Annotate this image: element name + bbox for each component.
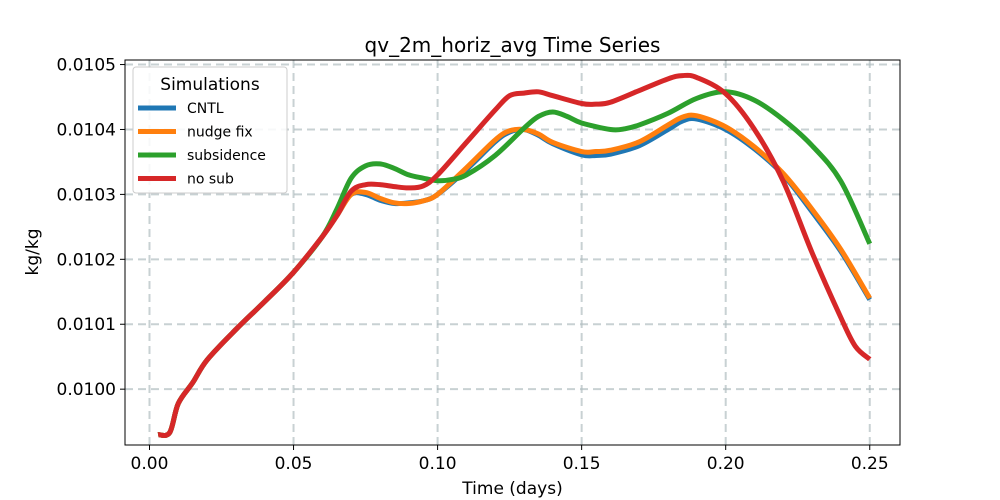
series-line-no-sub <box>157 72 872 438</box>
x-tick-label: 0.05 <box>275 454 313 474</box>
y-tick-label: 0.0101 <box>57 315 116 335</box>
x-tick-label: 0.15 <box>563 454 601 474</box>
y-tick-label: 0.0103 <box>57 185 116 205</box>
legend-items: CNTL nudge fix subsidence no sub <box>138 101 266 188</box>
legend: Simulations CNTL nudge fix subsidence no su… <box>132 66 288 194</box>
legend-label-cntl: CNTL <box>187 101 224 117</box>
y-tick-label: 0.0100 <box>57 380 116 400</box>
y-tick-label: 0.0102 <box>57 250 116 270</box>
axis-ticks: 0.00 0.05 0.10 0.15 0.20 0.25 0.0100 0.0101 0.01… <box>57 56 889 474</box>
x-tick-label: 0.25 <box>851 454 889 474</box>
plot-frame <box>124 59 901 446</box>
x-tick-label: 0.10 <box>419 454 457 474</box>
x-tick-label: 0.00 <box>131 454 169 474</box>
y-tick-label: 0.0104 <box>57 120 116 140</box>
y-tick-label: 0.0105 <box>57 56 116 76</box>
x-tick-label: 0.20 <box>707 454 745 474</box>
series-lines <box>157 72 873 438</box>
legend-box <box>132 66 288 194</box>
y-axis-label: kg/kg <box>23 229 43 276</box>
legend-title: Simulations <box>160 75 260 95</box>
legend-label-nudge-fix: nudge fix <box>187 125 253 141</box>
chart-title: qv_2m_horiz_avg Time Series <box>365 33 661 57</box>
legend-label-no-sub: no sub <box>187 172 234 188</box>
legend-label-subsidence: subsidence <box>187 148 266 164</box>
x-axis-label: Time (days) <box>461 479 562 499</box>
